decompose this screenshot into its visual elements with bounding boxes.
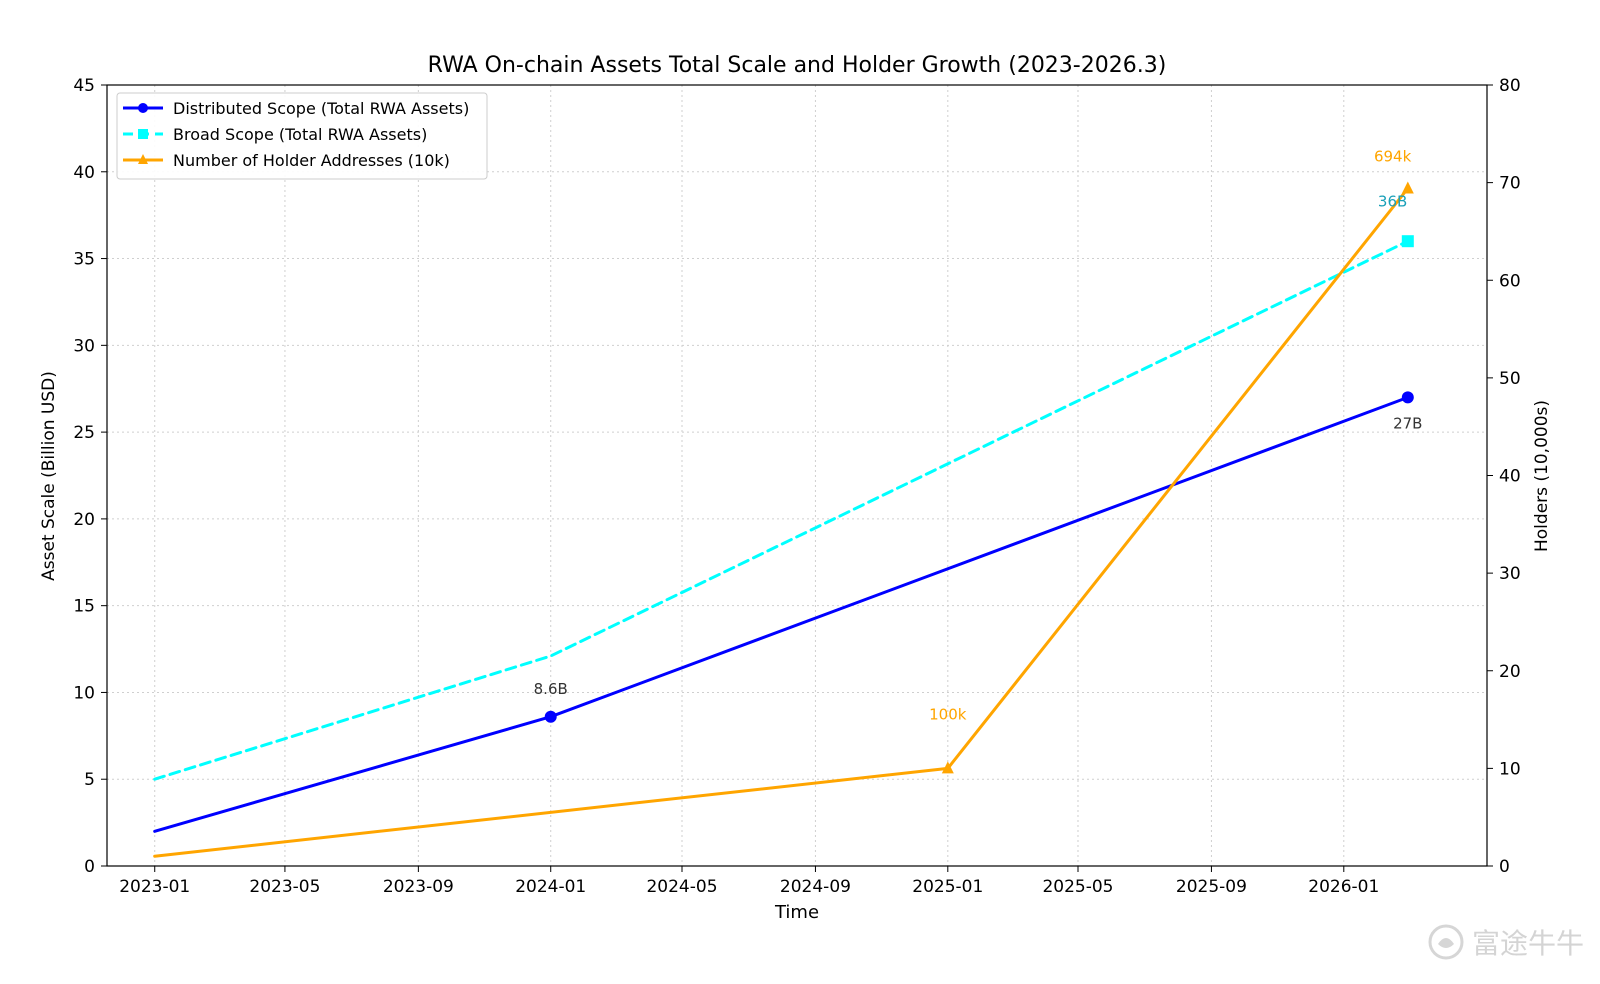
series-point-0 bbox=[1401, 391, 1414, 404]
y2-tick-label: 20 bbox=[1499, 662, 1521, 682]
legend-label: Broad Scope (Total RWA Assets) bbox=[173, 125, 427, 144]
data-label: 36B bbox=[1378, 192, 1407, 210]
series-point-2 bbox=[941, 761, 954, 774]
y2-tick-label: 40 bbox=[1499, 467, 1521, 487]
y-tick-label: 5 bbox=[84, 770, 95, 790]
y2-tick-label: 0 bbox=[1499, 857, 1510, 877]
ticks-layer: 2023-01 2023-05 2023-09 2024-01 2024-05 2024-… bbox=[73, 76, 1520, 897]
x-axis-label: Time bbox=[774, 902, 819, 923]
series-line-1 bbox=[153, 239, 1410, 781]
series-line-2 bbox=[153, 187, 1410, 858]
y-tick-label: 10 bbox=[73, 683, 95, 703]
y-tick-label: 15 bbox=[73, 597, 95, 617]
y2-tick-label: 50 bbox=[1499, 369, 1521, 389]
y-tick-label: 35 bbox=[73, 250, 95, 270]
data-label: 8.6B bbox=[534, 680, 568, 698]
x-tick-label: 2025-05 bbox=[1042, 877, 1113, 897]
legend-marker bbox=[138, 103, 148, 113]
y-tick-label: 30 bbox=[73, 336, 95, 356]
legend-marker bbox=[138, 154, 148, 164]
grid bbox=[107, 84, 1487, 867]
y2-tick-label: 60 bbox=[1499, 271, 1521, 291]
watermark-text: 富途牛牛 bbox=[1471, 927, 1584, 960]
y2-tick-label: 30 bbox=[1499, 564, 1521, 584]
series-point-0 bbox=[544, 710, 557, 723]
series-point-1 bbox=[1401, 235, 1414, 248]
annotations: 8.6B 27B 36B 100k 694k bbox=[534, 147, 1423, 723]
y-tick-label: 0 bbox=[84, 857, 95, 877]
legend: Distributed Scope (Total RWA Assets) Broa… bbox=[116, 92, 488, 180]
x-tick-label: 2025-01 bbox=[912, 877, 983, 897]
legend-marker bbox=[138, 129, 148, 139]
series-line-0 bbox=[153, 395, 1410, 833]
x-tick-label: 2024-05 bbox=[646, 877, 717, 897]
x-tick-label: 2024-01 bbox=[515, 877, 586, 897]
legend-box bbox=[116, 92, 488, 180]
y2-tick-label: 70 bbox=[1499, 174, 1521, 194]
data-label: 27B bbox=[1393, 414, 1422, 432]
x-tick-label: 2023-01 bbox=[119, 877, 190, 897]
y-tick-label: 25 bbox=[73, 423, 95, 443]
legend-label: Distributed Scope (Total RWA Assets) bbox=[173, 99, 469, 118]
x-tick-label: 2023-05 bbox=[249, 877, 320, 897]
x-tick-label: 2023-09 bbox=[383, 877, 454, 897]
series-point-2 bbox=[1401, 181, 1414, 194]
series-layer bbox=[153, 181, 1414, 858]
y-tick-label: 20 bbox=[73, 510, 95, 530]
x-tick-label: 2024-09 bbox=[780, 877, 851, 897]
y-tick-label: 45 bbox=[73, 76, 95, 96]
y-tick-label: 40 bbox=[73, 163, 95, 183]
watermark: 富途牛牛 bbox=[1426, 922, 1584, 962]
y-axis-label: Asset Scale (Billion USD) bbox=[39, 371, 59, 581]
plot-frame bbox=[106, 84, 1488, 867]
data-label: 100k bbox=[929, 706, 967, 724]
y2-axis-label: Holders (10,000s) bbox=[1532, 400, 1552, 552]
y2-tick-label: 10 bbox=[1499, 759, 1521, 779]
chart-title: RWA On-chain Assets Total Scale and Hold… bbox=[428, 53, 1167, 78]
x-tick-label: 2026-01 bbox=[1308, 877, 1379, 897]
data-label: 694k bbox=[1374, 147, 1412, 165]
y2-tick-label: 80 bbox=[1499, 76, 1521, 96]
futu-logo-icon bbox=[1428, 924, 1464, 960]
legend-label: Number of Holder Addresses (10k) bbox=[173, 151, 450, 170]
x-tick-label: 2025-09 bbox=[1176, 877, 1247, 897]
